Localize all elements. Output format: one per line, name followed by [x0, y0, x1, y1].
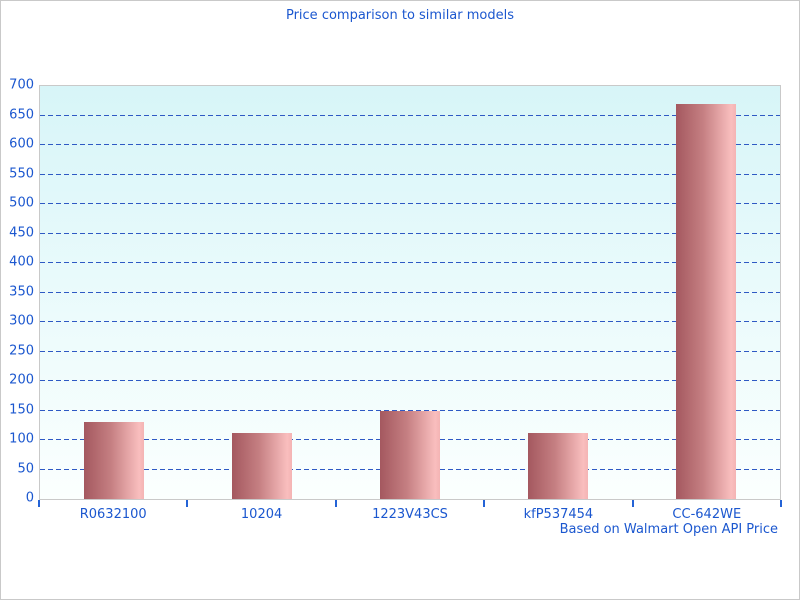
- gridline-650: [40, 114, 780, 116]
- bar-1223V43CS: [380, 411, 440, 499]
- x-axis-tick-2: [334, 500, 337, 507]
- y-tick-label-50: 50: [17, 461, 34, 476]
- gridline-450: [40, 232, 780, 234]
- gridline-250: [40, 350, 780, 352]
- y-tick-label-400: 400: [9, 254, 34, 270]
- y-tick-label-350: 350: [9, 284, 34, 299]
- gridline-550: [40, 173, 780, 175]
- chart-footnote: Based on Walmart Open API Price: [559, 522, 778, 537]
- y-tick-label-200: 200: [9, 372, 34, 388]
- gridline-350: [40, 291, 780, 293]
- gridline-500: [40, 203, 780, 204]
- bar-R0632100: [84, 422, 144, 499]
- x-tick-label-R0632100: R0632100: [79, 507, 147, 522]
- bar-kfP537454: [528, 432, 588, 499]
- x-axis-ticks: [38, 500, 782, 508]
- x-axis-tick-5: [780, 500, 782, 507]
- plot-area: [39, 85, 781, 500]
- x-tick-label-CC-642WE: CC-642WE: [672, 507, 742, 522]
- y-tick-label-700: 700: [9, 77, 34, 93]
- gridline-200: [40, 380, 780, 381]
- y-tick-label-100: 100: [9, 431, 34, 447]
- x-tick-label-10204: 10204: [240, 507, 283, 522]
- gridline-400: [40, 262, 780, 263]
- y-tick-label-300: 300: [9, 313, 34, 329]
- gridline-300: [40, 321, 780, 322]
- bar-CC-642WE: [676, 104, 736, 499]
- gridline-150: [40, 409, 780, 411]
- y-tick-label-150: 150: [9, 402, 34, 417]
- y-tick-label-250: 250: [9, 343, 34, 358]
- gridline-600: [40, 144, 780, 145]
- x-axis-tick-4: [631, 500, 634, 507]
- x-axis-tick-0: [38, 500, 40, 507]
- x-axis-tick-3: [483, 500, 486, 507]
- y-tick-label-600: 600: [9, 136, 34, 152]
- y-tick-label-550: 550: [9, 166, 34, 181]
- bar-10204: [232, 432, 292, 499]
- y-tick-label-650: 650: [9, 107, 34, 122]
- x-axis-labels: R0632100 10204 1223V43CS kfP537454 CC-642WE: [39, 507, 781, 523]
- y-tick-label-500: 500: [9, 195, 34, 211]
- y-axis: 0 50 100 150 200 250 300 350 400 450 500 550 600 650 7…: [1, 78, 34, 506]
- x-tick-label-kfP537454: kfP537454: [523, 507, 594, 522]
- x-tick-label-1223V43CS: 1223V43CS: [372, 507, 448, 522]
- x-axis-tick-1: [186, 500, 189, 507]
- y-tick-label-0: 0: [25, 490, 34, 506]
- chart-title: Price comparison to similar models: [285, 8, 515, 23]
- y-tick-label-450: 450: [9, 225, 34, 240]
